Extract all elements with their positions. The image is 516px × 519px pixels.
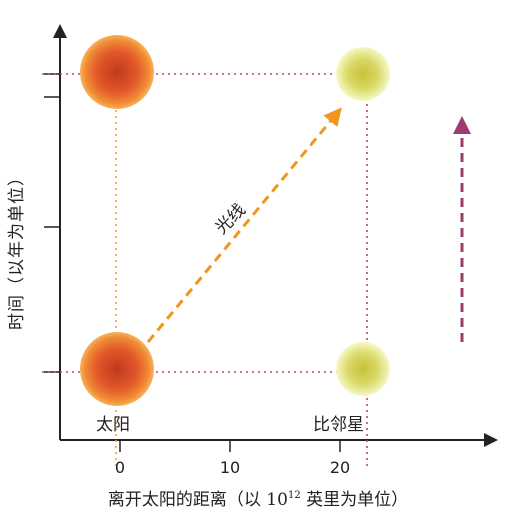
light-ray-arrow [146,107,342,343]
star-top [336,47,390,101]
x-tick-label: 10 [219,458,241,477]
sun-top [80,35,154,109]
y-axis-title: 时间（以年为单位） [7,168,27,330]
sun-bottom [80,332,154,406]
x-axis-title: 离开太阳的距离（以 1012 英里为单位） [0,485,516,510]
star-bottom [336,342,390,396]
sun-label: 太阳 [96,415,130,435]
x-axis-title-prefix: 离开太阳的距离（以 10 [107,490,288,510]
x-axis-title-suffix: 英里为单位） [300,490,409,510]
x-tick-label: 20 [329,458,351,477]
star-label: 比邻星 [313,415,364,435]
x-axis-title-exponent: 12 [287,490,301,501]
x-tick-label: 0 [114,458,126,477]
